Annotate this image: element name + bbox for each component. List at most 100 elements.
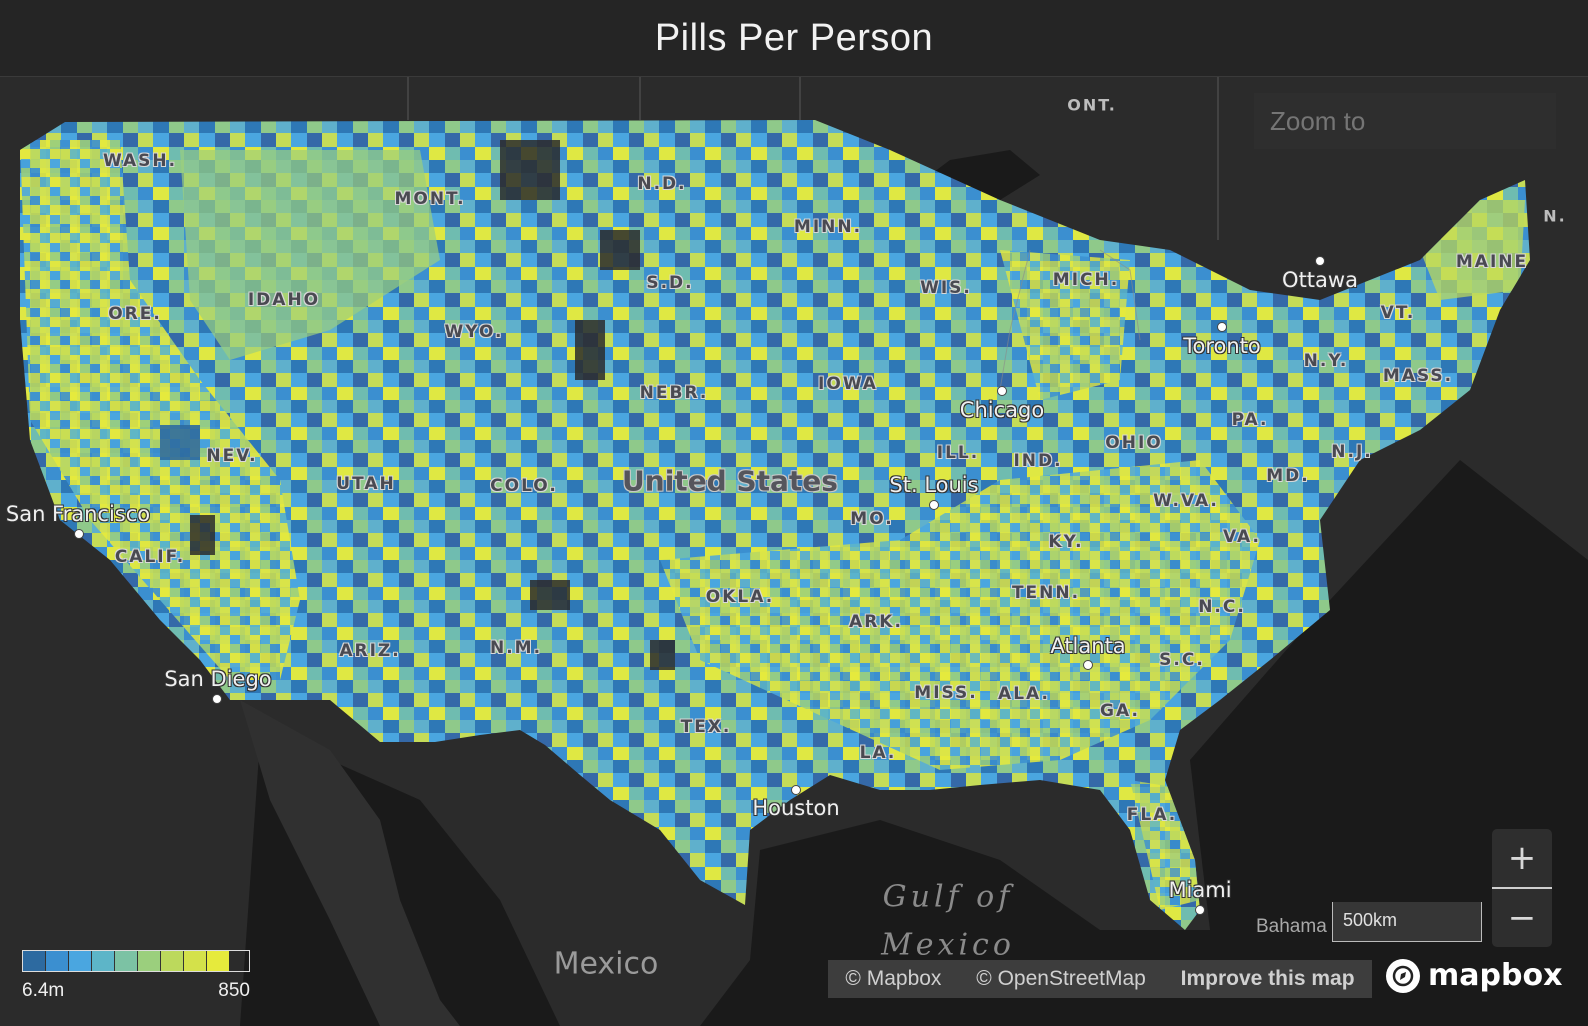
- city-label-atlanta[interactable]: Atlanta: [1050, 634, 1126, 658]
- state-label-iowa: IOWA: [818, 374, 878, 394]
- bahamas-label: Bahama: [1256, 916, 1327, 937]
- city-dot-ottawa: [1315, 256, 1325, 266]
- state-label-ark: ARK.: [849, 612, 903, 632]
- city-label-san-diego[interactable]: San Diego: [164, 667, 272, 691]
- zoom-in-button[interactable]: +: [1492, 829, 1552, 889]
- legend-swatch-6: [161, 951, 184, 971]
- state-borders: [999, 249, 1141, 391]
- state-label-fla: FLA.: [1126, 805, 1178, 825]
- province-label-n: N.: [1543, 206, 1567, 226]
- state-label-vt: VT.: [1380, 303, 1416, 323]
- city-label-toronto[interactable]: Toronto: [1183, 334, 1261, 358]
- canada-province-borders: [407, 77, 1219, 240]
- city-dot-san-francisco: [74, 529, 84, 539]
- state-label-minn: MINN.: [793, 217, 863, 237]
- state-label-wash: WASH.: [102, 151, 178, 171]
- state-label-nj: N.J.: [1331, 442, 1373, 462]
- state-label-md: MD.: [1266, 466, 1310, 486]
- city-dot-chicago: [997, 386, 1007, 396]
- state-label-miss: MISS.: [914, 683, 978, 703]
- legend-swatch-0: [23, 951, 46, 971]
- attribution-bar: © Mapbox © OpenStreetMap Improve this ma…: [828, 960, 1372, 998]
- legend-swatch-1: [46, 951, 69, 971]
- state-label-ala: ALA.: [998, 684, 1050, 704]
- legend-swatch-2: [69, 951, 92, 971]
- legend-swatch-7: [184, 951, 207, 971]
- state-label-wva: W.VA.: [1153, 491, 1219, 511]
- state-label-okla: OKLA.: [705, 587, 775, 607]
- legend-swatch-3: [92, 951, 115, 971]
- legend-swatch-5: [138, 951, 161, 971]
- map-canvas[interactable]: United States ONT. N. WASH. MONT. N.D. M…: [0, 77, 1588, 1026]
- state-label-ga: GA.: [1100, 701, 1140, 721]
- state-label-utah: UTAH: [336, 474, 396, 494]
- state-label-ind: IND.: [1013, 451, 1063, 471]
- state-label-la: LA.: [859, 743, 897, 763]
- city-dot-miami: [1195, 905, 1205, 915]
- scale-bar: 500km: [1332, 902, 1482, 942]
- state-label-ky: KY.: [1048, 532, 1084, 552]
- color-legend: 6.4m 850: [22, 950, 250, 1002]
- state-label-sc: S.C.: [1159, 650, 1205, 670]
- state-label-colo: COLO.: [490, 476, 558, 496]
- city-label-san-francisco[interactable]: San Francisco: [5, 502, 151, 526]
- state-label-nc: N.C.: [1198, 597, 1246, 617]
- header-bar: Pills Per Person: [0, 0, 1588, 77]
- state-label-nebr: NEBR.: [639, 383, 709, 403]
- city-label-st-louis[interactable]: St. Louis: [889, 473, 979, 497]
- country-label-mexico: Mexico: [553, 946, 659, 982]
- legend-min-label: 6.4m: [22, 980, 65, 1001]
- state-label-tex: TEX.: [680, 717, 732, 737]
- state-label-ohio: OHIO: [1105, 433, 1163, 453]
- mapbox-logo-icon: [1386, 958, 1420, 993]
- state-label-wis: WIS.: [920, 278, 972, 298]
- attribution-mapbox-link[interactable]: © Mapbox: [845, 967, 942, 990]
- water-label-gulf-of: Gulf of: [882, 879, 1014, 915]
- province-label-ont: ONT.: [1067, 95, 1117, 115]
- water-label-mexico: Mexico: [881, 927, 1015, 963]
- state-label-nd: N.D.: [637, 174, 687, 194]
- legend-swatch-8: [207, 951, 229, 971]
- city-dot-atlanta: [1083, 660, 1093, 670]
- state-label-maine: MAINE: [1455, 252, 1529, 272]
- state-label-pa: PA.: [1231, 410, 1269, 430]
- zoom-to-input[interactable]: [1254, 93, 1556, 149]
- city-label-chicago[interactable]: Chicago: [959, 398, 1045, 422]
- legend-max-label: 850: [218, 980, 250, 1001]
- state-label-ariz: ARIZ.: [339, 641, 401, 661]
- legend-color-scale: [22, 950, 250, 972]
- zoom-out-button[interactable]: −: [1507, 898, 1537, 938]
- state-label-nm: N.M.: [489, 638, 543, 658]
- state-label-va: VA.: [1223, 527, 1261, 547]
- state-label-calif: CALIF.: [114, 547, 186, 567]
- state-label-idaho: IDAHO: [247, 290, 321, 310]
- state-label-nev: NEV.: [206, 446, 258, 466]
- state-label-tenn: TENN.: [1011, 583, 1081, 603]
- attribution-osm-link[interactable]: © OpenStreetMap: [976, 967, 1146, 990]
- city-dot-toronto: [1217, 322, 1227, 332]
- city-label-miami[interactable]: Miami: [1168, 878, 1232, 902]
- city-dot-st-louis: [929, 500, 939, 510]
- state-label-mass: MASS.: [1382, 366, 1454, 386]
- city-label-ottawa[interactable]: Ottawa: [1282, 268, 1358, 292]
- state-label-ny: N.Y.: [1303, 351, 1349, 371]
- state-label-sd: S.D.: [646, 273, 694, 293]
- state-label-wyo: WYO.: [444, 322, 504, 342]
- baja-peninsula: [240, 700, 460, 1026]
- state-label-mich: MICH.: [1052, 270, 1120, 290]
- legend-swatch-4: [115, 951, 138, 971]
- mapbox-logo-text: mapbox: [1428, 958, 1563, 993]
- page-title: Pills Per Person: [654, 16, 934, 59]
- improve-map-link[interactable]: Improve this map: [1180, 967, 1355, 990]
- map-svg[interactable]: [0, 77, 1588, 1026]
- zoom-control: + −: [1492, 829, 1552, 947]
- state-label-mont: MONT.: [394, 189, 466, 209]
- city-label-houston[interactable]: Houston: [752, 796, 840, 820]
- state-label-ore: ORE.: [108, 304, 162, 324]
- legend-labels: 6.4m 850: [22, 980, 250, 1002]
- state-label-mo: MO.: [850, 509, 894, 529]
- city-dot-houston: [791, 785, 801, 795]
- mapbox-logo[interactable]: mapbox: [1386, 958, 1562, 993]
- city-dot-san-diego: [212, 694, 222, 704]
- state-label-ill: ILL.: [936, 443, 980, 463]
